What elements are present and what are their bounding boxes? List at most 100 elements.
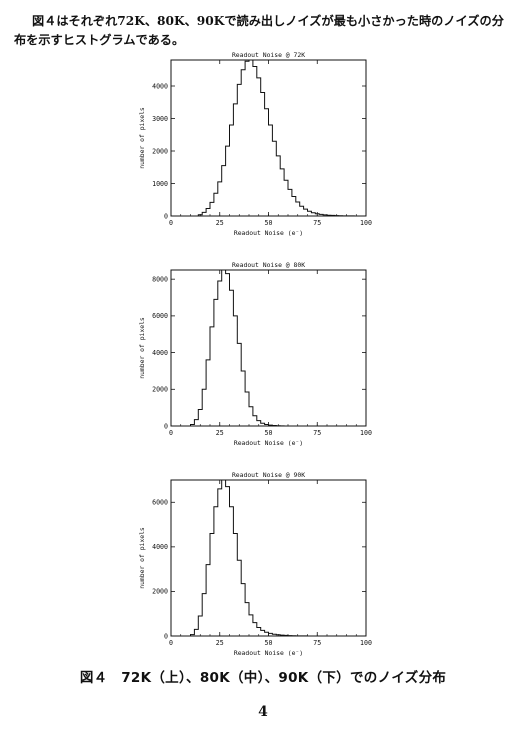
y-tick-label: 2000 bbox=[152, 588, 168, 596]
histogram-bin bbox=[233, 533, 237, 636]
histogram-bin bbox=[222, 166, 226, 216]
plot-title: Readout Noise @ 80K bbox=[232, 261, 305, 269]
histogram-bin bbox=[261, 93, 265, 217]
histogram-bin bbox=[327, 215, 331, 216]
histogram-outline bbox=[190, 269, 293, 427]
histogram-bin bbox=[214, 507, 218, 636]
histogram-bin bbox=[272, 634, 276, 636]
histogram-bin bbox=[230, 290, 234, 426]
x-tick-label: 100 bbox=[360, 429, 372, 437]
y-tick-label: 4000 bbox=[152, 349, 168, 357]
histogram-90k: Readout Noise @ 90K 0 25 50 75 100 0 2000 4000 60… bbox=[138, 471, 372, 657]
x-tick-label: 50 bbox=[265, 639, 273, 647]
histogram-bin bbox=[292, 197, 296, 217]
histogram-outline bbox=[197, 59, 359, 217]
histogram-bin bbox=[257, 78, 261, 216]
histogram-bin bbox=[202, 594, 206, 636]
plot-frame bbox=[170, 479, 367, 637]
histogram-bin bbox=[237, 84, 241, 216]
histogram-bin bbox=[269, 125, 273, 216]
histogram-bin bbox=[331, 215, 335, 216]
histogram-bin bbox=[230, 507, 234, 636]
histogram-bin bbox=[261, 423, 265, 426]
histogram-bin bbox=[296, 202, 300, 216]
histogram-bin bbox=[233, 104, 237, 216]
histogram-bin bbox=[253, 623, 257, 636]
histogram-bin bbox=[265, 425, 269, 426]
histogram-bin bbox=[198, 215, 202, 216]
histogram-bin bbox=[311, 213, 315, 216]
histogram-bin bbox=[304, 209, 308, 216]
x-tick-label: 75 bbox=[313, 219, 321, 227]
histogram-bin bbox=[319, 214, 323, 216]
histogram-bin bbox=[241, 70, 245, 216]
histogram-bin bbox=[245, 603, 249, 636]
histogram-bin bbox=[210, 202, 214, 216]
x-axis-title: Readout Noise (e⁻) bbox=[234, 229, 303, 237]
y-tick-label: 6000 bbox=[152, 499, 168, 507]
histogram-80k: Readout Noise @ 80K 0 25 50 75 100 0 2000 4000 60… bbox=[138, 261, 372, 447]
histogram-bin bbox=[230, 125, 234, 216]
histogram-bin bbox=[265, 109, 269, 216]
histogram-bin bbox=[257, 421, 261, 426]
page-number: 4 bbox=[258, 704, 268, 720]
plot-title: Readout Noise @ 72K bbox=[232, 51, 305, 59]
y-tick-label: 2000 bbox=[152, 147, 168, 155]
histogram-bin bbox=[249, 615, 253, 636]
x-tick-label: 100 bbox=[360, 219, 372, 227]
histogram-bin bbox=[308, 211, 312, 216]
histogram-bin bbox=[315, 214, 319, 216]
histogram-bin bbox=[233, 316, 237, 426]
x-tick-label: 100 bbox=[360, 639, 372, 647]
x-tick-label: 50 bbox=[265, 219, 273, 227]
histogram-bin bbox=[284, 635, 288, 636]
y-tick-label: 0 bbox=[164, 422, 168, 430]
histogram-bin bbox=[253, 416, 257, 426]
x-tick-label: 25 bbox=[216, 429, 224, 437]
histogram-bin bbox=[206, 209, 210, 216]
histogram-bin bbox=[269, 425, 273, 426]
histogram-bin bbox=[245, 61, 249, 216]
x-tick-label: 0 bbox=[169, 639, 173, 647]
x-tick-label: 50 bbox=[265, 429, 273, 437]
intro-paragraph: 図４はそれぞれ72K、80K、90Kで読み出しノイズが最も小さかった時のノイズの… bbox=[14, 12, 514, 50]
y-tick-label: 6000 bbox=[152, 312, 168, 320]
y-tick-label: 4000 bbox=[152, 543, 168, 551]
histogram-bin bbox=[202, 389, 206, 426]
histogram-bin bbox=[249, 407, 253, 426]
histogram-bin bbox=[249, 60, 253, 216]
histogram-bin bbox=[198, 409, 202, 426]
y-tick-label: 4000 bbox=[152, 82, 168, 90]
histogram-bin bbox=[226, 274, 230, 426]
histogram-bin bbox=[206, 360, 210, 426]
histogram-bin bbox=[214, 193, 218, 216]
histogram-bin bbox=[222, 480, 226, 636]
histogram-bin bbox=[237, 560, 241, 636]
histogram-bin bbox=[280, 635, 284, 636]
y-axis-title: number of pixels bbox=[138, 317, 146, 379]
y-axis-title: number of pixels bbox=[138, 527, 146, 589]
figure-caption: 図４ 72K（上）、80K（中）、90K（下）でのノイズ分布 bbox=[79, 670, 447, 686]
y-tick-label: 0 bbox=[164, 212, 168, 220]
histogram-bin bbox=[214, 299, 218, 426]
x-axis-title: Readout Noise (e⁻) bbox=[234, 649, 303, 657]
histogram-bin bbox=[218, 182, 222, 216]
plot-title: Readout Noise @ 90K bbox=[232, 471, 305, 479]
y-tick-label: 0 bbox=[164, 632, 168, 640]
histogram-bin bbox=[206, 565, 210, 636]
histogram-bin bbox=[222, 270, 226, 426]
histogram-bin bbox=[272, 141, 276, 216]
x-tick-label: 0 bbox=[169, 219, 173, 227]
histogram-bin bbox=[226, 487, 230, 636]
histogram-bin bbox=[276, 635, 280, 636]
y-axis-title: number of pixels bbox=[138, 107, 146, 169]
histogram-bin bbox=[280, 169, 284, 216]
y-tick-label: 2000 bbox=[152, 386, 168, 394]
histogram-bin bbox=[218, 489, 222, 636]
histogram-bin bbox=[288, 189, 292, 216]
y-tick-label: 3000 bbox=[152, 115, 168, 123]
histogram-bin bbox=[253, 67, 257, 217]
histogram-bin bbox=[241, 584, 245, 636]
histogram-bin bbox=[202, 212, 206, 216]
histogram-bin bbox=[194, 629, 198, 636]
